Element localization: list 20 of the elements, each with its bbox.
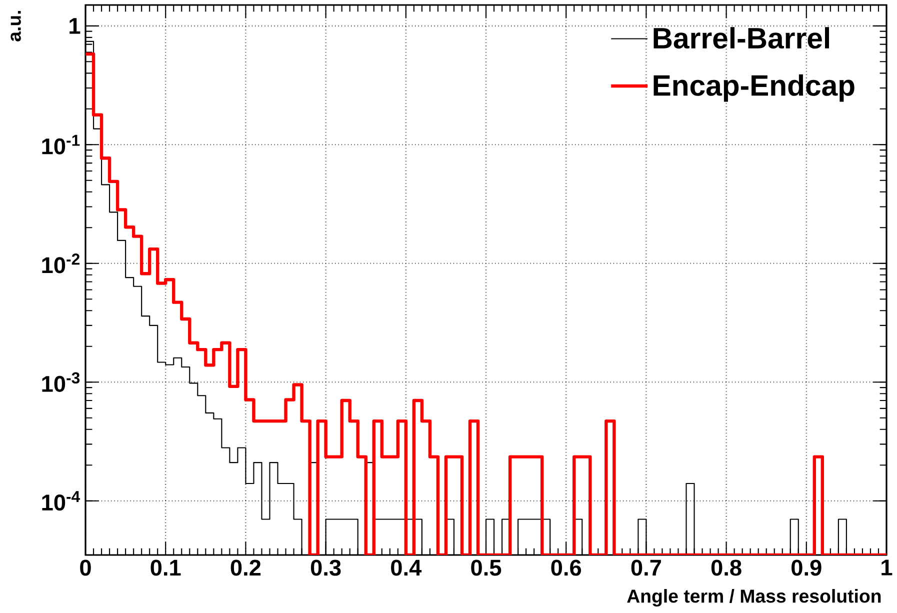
x-tick-label: 0.4 [391,560,422,576]
y-tick-label: 10$^{-2}$ [42,254,80,274]
x-tick-label: 0 [80,560,91,576]
x-tick-label: 0.9 [792,560,822,576]
x-tick-label: 0.3 [310,560,341,576]
legend-label: Encap-Endcap [654,74,854,102]
x-axis-title: Angle term / Mass resolution [627,589,881,607]
x-tick-label: 0.1 [150,560,181,576]
y-axis-title: a.u. [10,10,21,42]
y-tick-label: 1 [70,18,80,34]
x-tick-label: 1 [882,560,892,576]
x-tick-label: 0.2 [230,560,261,576]
legend-label: Barrel-Barrel [654,27,830,49]
x-tick-label: 0.7 [631,560,661,576]
y-tick-label: 10$^{-4}$ [42,491,80,511]
y-tick-label: 10$^{-3}$ [42,372,80,392]
x-tick-label: 0.5 [471,560,502,576]
x-tick-label: 0.8 [711,560,742,576]
x-tick-label: 0.6 [551,560,582,576]
y-tick-label: 10$^{-1}$ [42,134,80,154]
